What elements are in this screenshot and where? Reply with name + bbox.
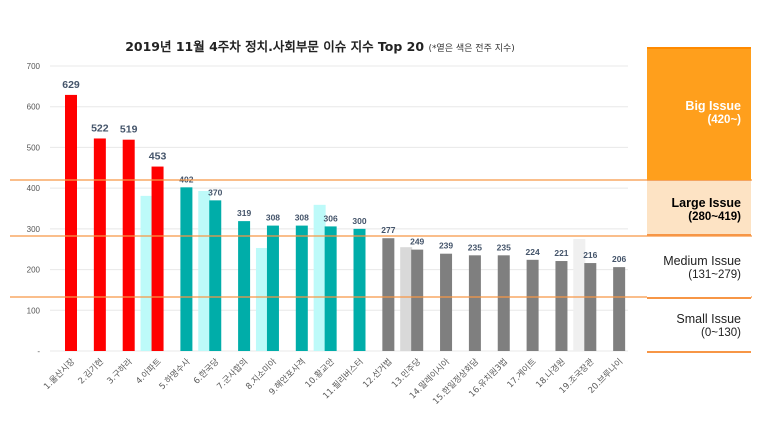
bar-current-week: [122, 139, 135, 351]
legend-medium-range: (131~279): [688, 269, 741, 281]
y-tick-label: 200: [27, 266, 41, 275]
bar-prev-week: [313, 204, 326, 351]
bar-current-week: [180, 187, 193, 351]
value-label: 300: [352, 216, 366, 226]
y-tick-label: -: [37, 347, 40, 356]
x-tick-label: 12.선거법: [361, 356, 395, 390]
chart-subtitle: (*옅은 색은 전주 지수): [428, 44, 515, 54]
legend-large-issue: Large Issue (280~419): [647, 180, 751, 236]
value-label: 249: [410, 237, 424, 247]
chart-title: 2019년 11월 4주차 정치.사회부문 이슈 지수 Top 20 (*옅은 …: [0, 36, 640, 55]
value-label: 308: [266, 213, 280, 223]
value-label: 221: [554, 248, 568, 258]
bar-current-week: [151, 166, 164, 351]
value-label: 277: [381, 225, 395, 235]
bar-prev-week: [255, 247, 268, 351]
bar-current-week: [526, 259, 539, 351]
value-label: 629: [62, 79, 80, 91]
bar-current-week: [468, 255, 481, 351]
bar-current-week: [324, 226, 337, 351]
legend-large-name: Large Issue: [671, 196, 741, 210]
gridlines: [50, 65, 628, 352]
x-tick-label: 5.하명수사: [157, 356, 193, 392]
bar-current-week: [613, 267, 626, 351]
bars: [65, 94, 626, 352]
bar-current-week: [411, 249, 424, 351]
bar-current-week: [238, 221, 251, 351]
legend-big-issue: Big Issue (420~): [647, 47, 751, 180]
legend-medium-name: Medium Issue: [663, 254, 741, 268]
value-label: 306: [324, 213, 338, 223]
bar-current-week: [440, 253, 453, 351]
value-label: 519: [120, 124, 138, 136]
y-tick-label: 400: [27, 184, 41, 193]
bar-current-week: [584, 263, 597, 351]
legend-small-range: (0~130): [701, 327, 741, 339]
value-label: 216: [583, 250, 597, 260]
legend-small-issue: Small Issue (0~130): [647, 297, 751, 353]
bar-current-week: [295, 225, 308, 351]
legend-small-name: Small Issue: [676, 312, 741, 326]
bar-current-week: [497, 255, 510, 351]
y-tick-label: 500: [27, 143, 41, 152]
legend-medium-issue: Medium Issue (131~279): [647, 238, 751, 297]
x-tick-label: 1.울산시장: [41, 356, 77, 392]
y-tick-label: 300: [27, 225, 41, 234]
threshold-lines: [10, 179, 752, 298]
legend-big-name: Big Issue: [685, 99, 741, 113]
value-label: 235: [497, 242, 511, 252]
value-label: 235: [468, 242, 482, 252]
bar-prev-week: [400, 247, 413, 351]
bar-current-week: [353, 228, 366, 351]
bar-current-week: [209, 200, 222, 351]
y-tick-label: 600: [27, 103, 41, 112]
value-label: 402: [179, 174, 193, 184]
value-label: 308: [295, 213, 309, 223]
value-label: 224: [526, 247, 540, 257]
value-label: 453: [149, 151, 167, 163]
bar-current-week: [65, 94, 77, 352]
bar-current-week: [266, 225, 279, 351]
bar-current-week: [93, 138, 106, 351]
x-tick-label: 3.구하라: [105, 356, 135, 386]
value-label: 522: [91, 122, 109, 134]
value-label: 319: [237, 208, 251, 218]
bar-prev-week: [573, 239, 586, 351]
value-labels: 629 522 519 453 402 370 319 308 308 306 300 277 249 2…: [62, 79, 626, 264]
x-tick-label: 2.김기현: [76, 356, 106, 386]
bar-prev-week: [198, 190, 211, 351]
value-label: 239: [439, 241, 453, 251]
chart-title-text: 2019년 11월 4주차 정치.사회부문 이슈 지수 Top 20: [125, 39, 425, 54]
bar-current-week: [382, 238, 395, 351]
bar-current-week: [555, 261, 568, 351]
value-label: 206: [612, 254, 626, 264]
y-tick-label: 700: [27, 62, 41, 71]
legend-large-range: (280~419): [688, 211, 741, 223]
legend-big-range: (420~): [707, 114, 741, 126]
value-label: 370: [208, 187, 222, 197]
y-axis-ticks: - 100 200 300 400 500 600 700: [27, 62, 41, 356]
bar-prev-week: [140, 195, 153, 351]
y-tick-label: 100: [27, 306, 41, 315]
x-tick-label: 17.게이트: [505, 356, 539, 390]
